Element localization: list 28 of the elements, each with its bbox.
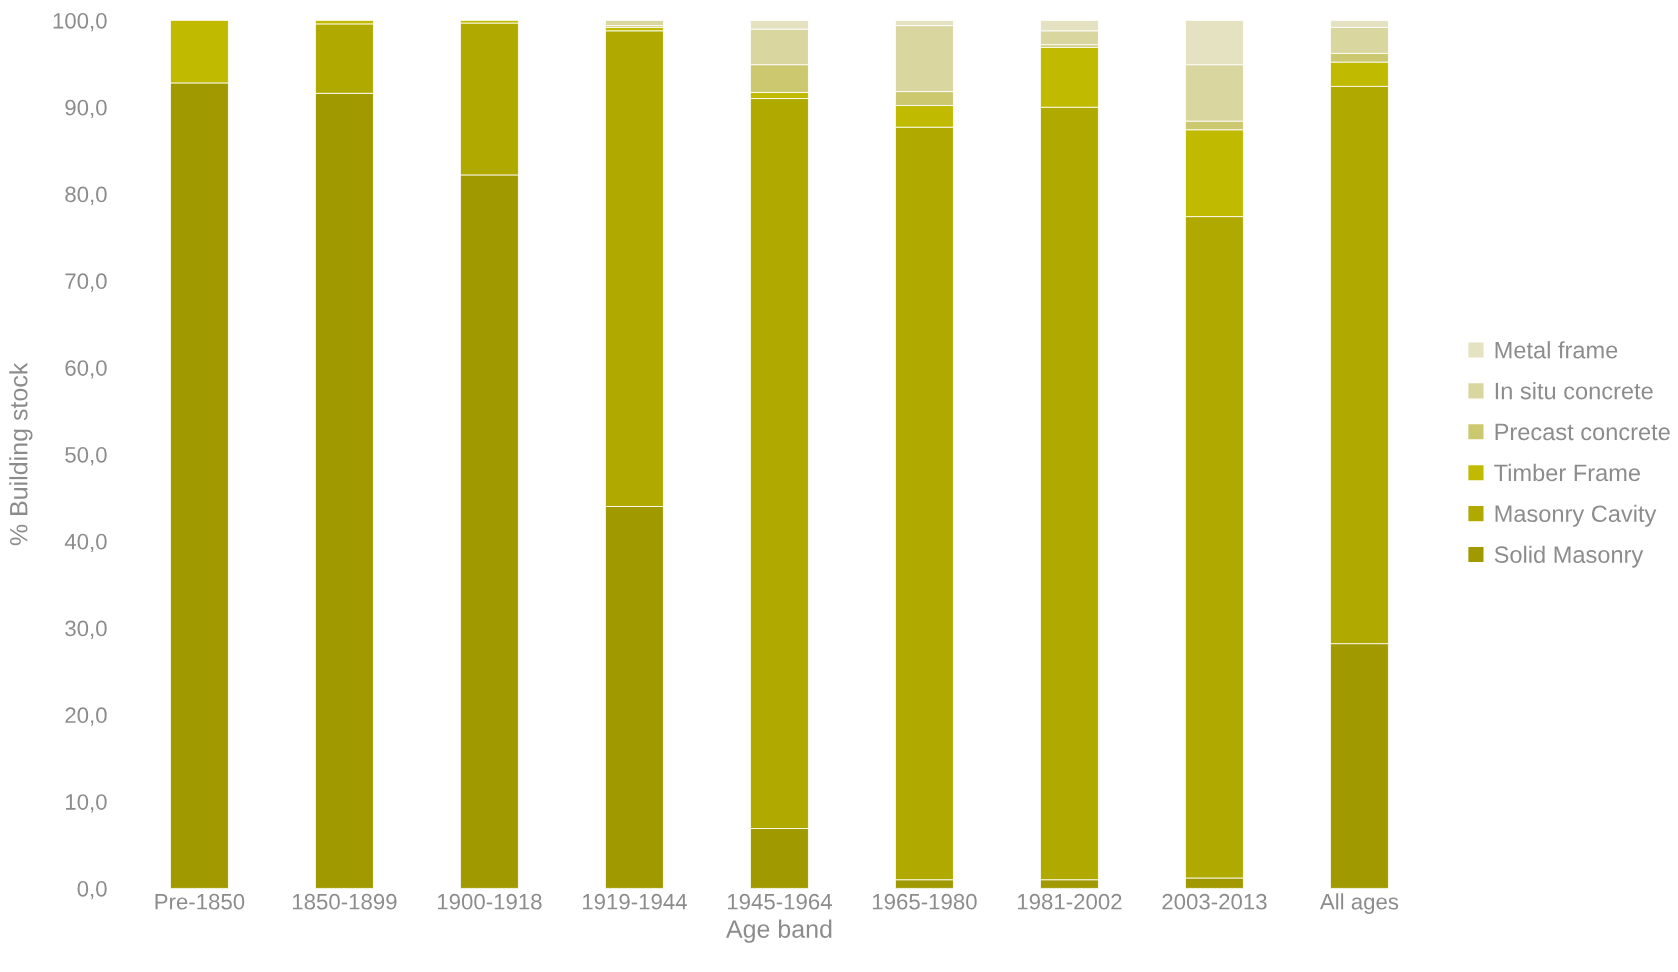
y-tick-label: 90,0 [65, 99, 107, 119]
y-tick-label: 70,0 [65, 273, 107, 292]
x-tick-label: 1981-2002 [1018, 893, 1122, 910]
x-tick-label: All ages [1319, 893, 1399, 914]
y-tick-label: 10,0 [66, 794, 107, 813]
y-tick-label: 100,0 [53, 12, 107, 32]
y-axis-title: % Building stock [9, 362, 33, 546]
y-tick-label: 50,0 [65, 446, 107, 466]
y-tick-label: 40,0 [64, 533, 107, 553]
x-tick-label: 2003-2013 [1162, 893, 1267, 910]
x-tick-label: 1900-1918 [437, 893, 542, 910]
x-tick-label: 1945-1964 [728, 893, 832, 910]
legend-label: Precast concrete [1495, 423, 1670, 441]
x-tick-label: Pre-1850 [155, 893, 245, 910]
legend-label: In situ concrete [1495, 382, 1653, 400]
legend-label: Metal frame [1495, 341, 1618, 359]
x-tick-label: 1919-1944 [582, 893, 687, 910]
y-tick-label: 0,0 [77, 880, 107, 900]
y-tick-label: 80,0 [65, 186, 107, 205]
x-tick-label: 1965-1980 [873, 893, 977, 910]
x-tick-label: 1850-1899 [292, 893, 397, 910]
legend-label: Timber Frame [1494, 463, 1640, 482]
legend-label: Solid Masonry [1494, 545, 1644, 568]
y-tick-label: 30,0 [65, 620, 107, 639]
y-tick-label: 20,0 [65, 707, 107, 726]
y-tick-label: 60,0 [65, 360, 107, 379]
legend-label: Masonry Cavity [1495, 504, 1657, 527]
x-axis-title: Age band [725, 919, 832, 943]
